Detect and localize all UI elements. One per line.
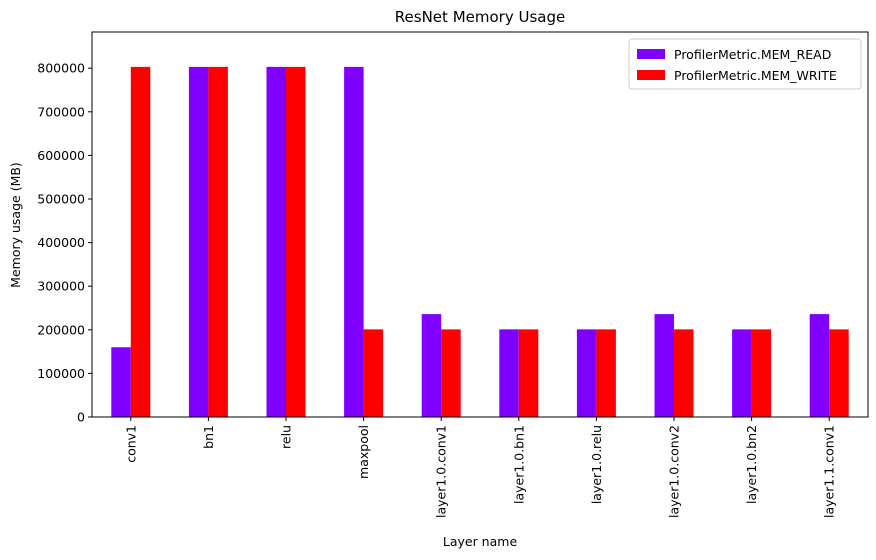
y-tick-label: 800000 bbox=[37, 61, 85, 76]
bar-mem-write-layer1.0.relu bbox=[596, 329, 616, 417]
bar-mem-read-bn1 bbox=[188, 66, 209, 417]
y-tick-label: 700000 bbox=[37, 104, 85, 119]
bar-mem-write-maxpool bbox=[363, 329, 384, 417]
legend-swatch-mem-write bbox=[637, 70, 665, 80]
bar-mem-write-layer1.0.bn1 bbox=[518, 329, 539, 417]
bar-mem-write-conv1 bbox=[130, 66, 151, 417]
bar-mem-read-layer1.0.relu bbox=[576, 329, 597, 417]
y-tick-label: 100000 bbox=[37, 366, 85, 381]
x-tick-label: bn1 bbox=[201, 425, 216, 449]
bar-mem-read-layer1.0.conv2 bbox=[654, 314, 674, 417]
x-axis: conv1 bn1 relu maxpool layer1.0.conv1 layer1.… bbox=[123, 417, 837, 518]
x-tick-label: relu bbox=[279, 425, 294, 449]
bar-mem-write-layer1.0.bn2 bbox=[751, 329, 772, 417]
x-tick-label: layer1.1.conv1 bbox=[822, 425, 837, 518]
x-tick-label: layer1.0.bn2 bbox=[744, 425, 759, 504]
x-tick-label: layer1.0.bn1 bbox=[511, 425, 526, 504]
y-axis-label: Memory usage (MB) bbox=[8, 162, 23, 288]
legend-label-mem-read: ProfilerMetric.MEM_READ bbox=[674, 47, 831, 62]
y-tick-label: 0 bbox=[77, 410, 85, 425]
bar-mem-write-layer1.0.conv1 bbox=[441, 329, 461, 417]
x-tick-label: layer1.0.relu bbox=[589, 425, 604, 504]
y-axis: 0 100000 200000 300000 400000 500000 600000 700… bbox=[37, 61, 92, 425]
chart-title: ResNet Memory Usage bbox=[395, 8, 565, 26]
legend-box bbox=[628, 38, 862, 90]
bar-mem-write-layer1.0.conv2 bbox=[674, 329, 694, 417]
bar-mem-read-layer1.0.bn2 bbox=[732, 329, 752, 417]
legend: ProfilerMetric.MEM_READ ProfilerMetric.ME… bbox=[628, 38, 862, 90]
bar-mem-read-maxpool bbox=[344, 66, 364, 417]
x-tick-label: layer1.0.conv1 bbox=[434, 425, 449, 518]
legend-swatch-mem-read bbox=[637, 49, 665, 59]
bar-mem-write-bn1 bbox=[208, 66, 228, 417]
y-tick-label: 400000 bbox=[37, 235, 85, 250]
bar-mem-write-relu bbox=[286, 66, 306, 417]
plot-frame bbox=[91, 31, 869, 418]
x-tick-label: layer1.0.conv2 bbox=[667, 425, 682, 518]
y-tick-label: 500000 bbox=[37, 191, 85, 206]
x-tick-label: conv1 bbox=[123, 425, 138, 463]
y-tick-label: 200000 bbox=[37, 322, 85, 337]
bars-group bbox=[111, 66, 849, 417]
bar-mem-read-relu bbox=[266, 66, 286, 417]
y-tick-label: 300000 bbox=[37, 279, 85, 294]
bar-mem-write-layer1.1.conv1 bbox=[829, 329, 849, 417]
x-tick-label: maxpool bbox=[356, 425, 371, 479]
bar-mem-read-layer1.0.bn1 bbox=[499, 329, 519, 417]
bar-mem-read-layer1.1.conv1 bbox=[809, 314, 830, 417]
bar-mem-read-layer1.0.conv1 bbox=[421, 314, 442, 417]
x-axis-label: Layer name bbox=[443, 534, 518, 549]
legend-label-mem-write: ProfilerMetric.MEM_WRITE bbox=[674, 68, 837, 83]
bar-mem-read-conv1 bbox=[111, 347, 131, 417]
y-tick-label: 600000 bbox=[37, 148, 85, 163]
